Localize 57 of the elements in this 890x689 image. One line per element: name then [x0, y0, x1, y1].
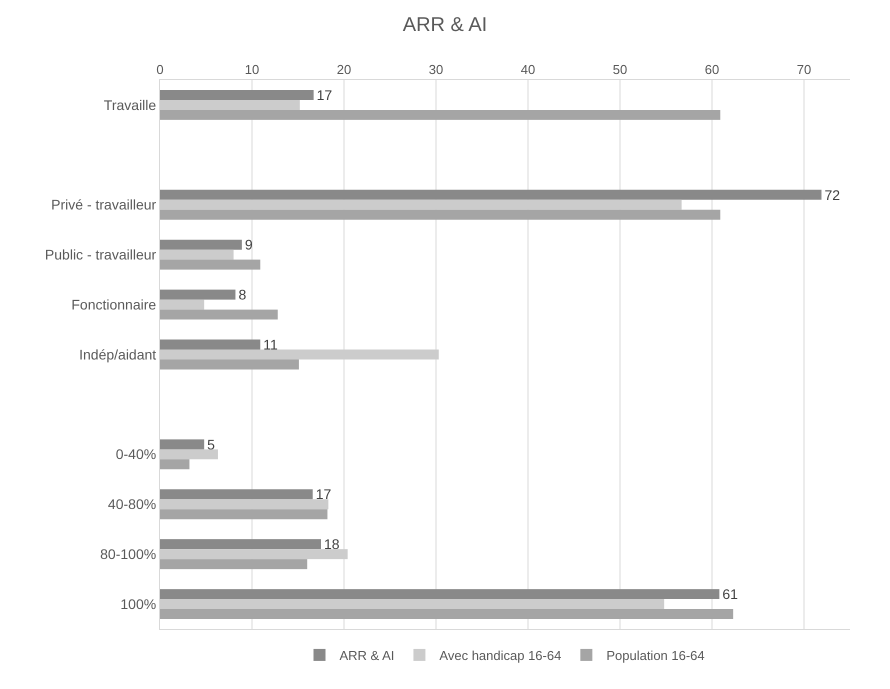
y-tick-label: Indép/aidant [79, 346, 156, 362]
bar [160, 350, 439, 360]
bar [160, 90, 314, 100]
bar [160, 609, 734, 620]
y-tick-label: 100% [120, 596, 156, 612]
data-label: 18 [324, 536, 340, 552]
legend-label: Population 16-64 [606, 648, 705, 663]
y-tick-label: Fonctionnaire [71, 296, 156, 312]
bar [160, 250, 234, 260]
bar [160, 559, 308, 570]
y-tick-label: 80-100% [100, 546, 156, 562]
x-tick-label: 50 [612, 62, 628, 77]
bar [160, 210, 720, 220]
bar [160, 260, 260, 270]
x-tick-label: 20 [336, 62, 352, 77]
bar [160, 300, 204, 310]
y-tick-label: Privé - travailleur [51, 196, 157, 213]
bar [160, 110, 720, 120]
bar [160, 310, 278, 320]
bar [160, 439, 204, 450]
bar [160, 449, 218, 460]
chart-title: ARR & AI [402, 14, 488, 36]
bar [160, 290, 236, 300]
data-label: 5 [207, 436, 216, 452]
bar [160, 359, 299, 370]
legend-label: Avec handicap 16-64 [439, 648, 562, 663]
y-tick-label: 0-40% [116, 446, 156, 462]
data-label: 11 [263, 336, 278, 353]
bar [160, 509, 328, 520]
data-label: 72 [824, 186, 840, 203]
x-tick-label: 40 [520, 62, 536, 77]
bar [160, 100, 300, 110]
data-label: 17 [316, 86, 332, 103]
y-tick-label: Public - travailleur [44, 246, 157, 263]
bar [160, 599, 664, 610]
bar [160, 240, 242, 250]
x-tick-label: 0 [156, 62, 164, 77]
bar [160, 589, 720, 600]
bar [160, 340, 260, 350]
data-label: 61 [722, 586, 738, 602]
bar [160, 499, 328, 510]
bar [160, 190, 822, 200]
y-tick-label: Travaille [104, 96, 156, 113]
bar [160, 489, 313, 500]
x-tick-label: 60 [704, 62, 720, 77]
bar [160, 549, 348, 560]
bar [160, 459, 190, 470]
data-label: 17 [316, 486, 332, 502]
x-tick-label: 30 [428, 62, 444, 77]
x-tick-label: 70 [796, 62, 812, 77]
x-tick-label: 10 [244, 62, 260, 77]
data-label: 9 [244, 236, 253, 253]
legend-label: ARR & AI [340, 648, 394, 663]
bar [160, 539, 321, 550]
y-tick-label: 40-80% [108, 496, 156, 512]
data-label: 8 [238, 286, 246, 303]
bar [160, 200, 682, 210]
